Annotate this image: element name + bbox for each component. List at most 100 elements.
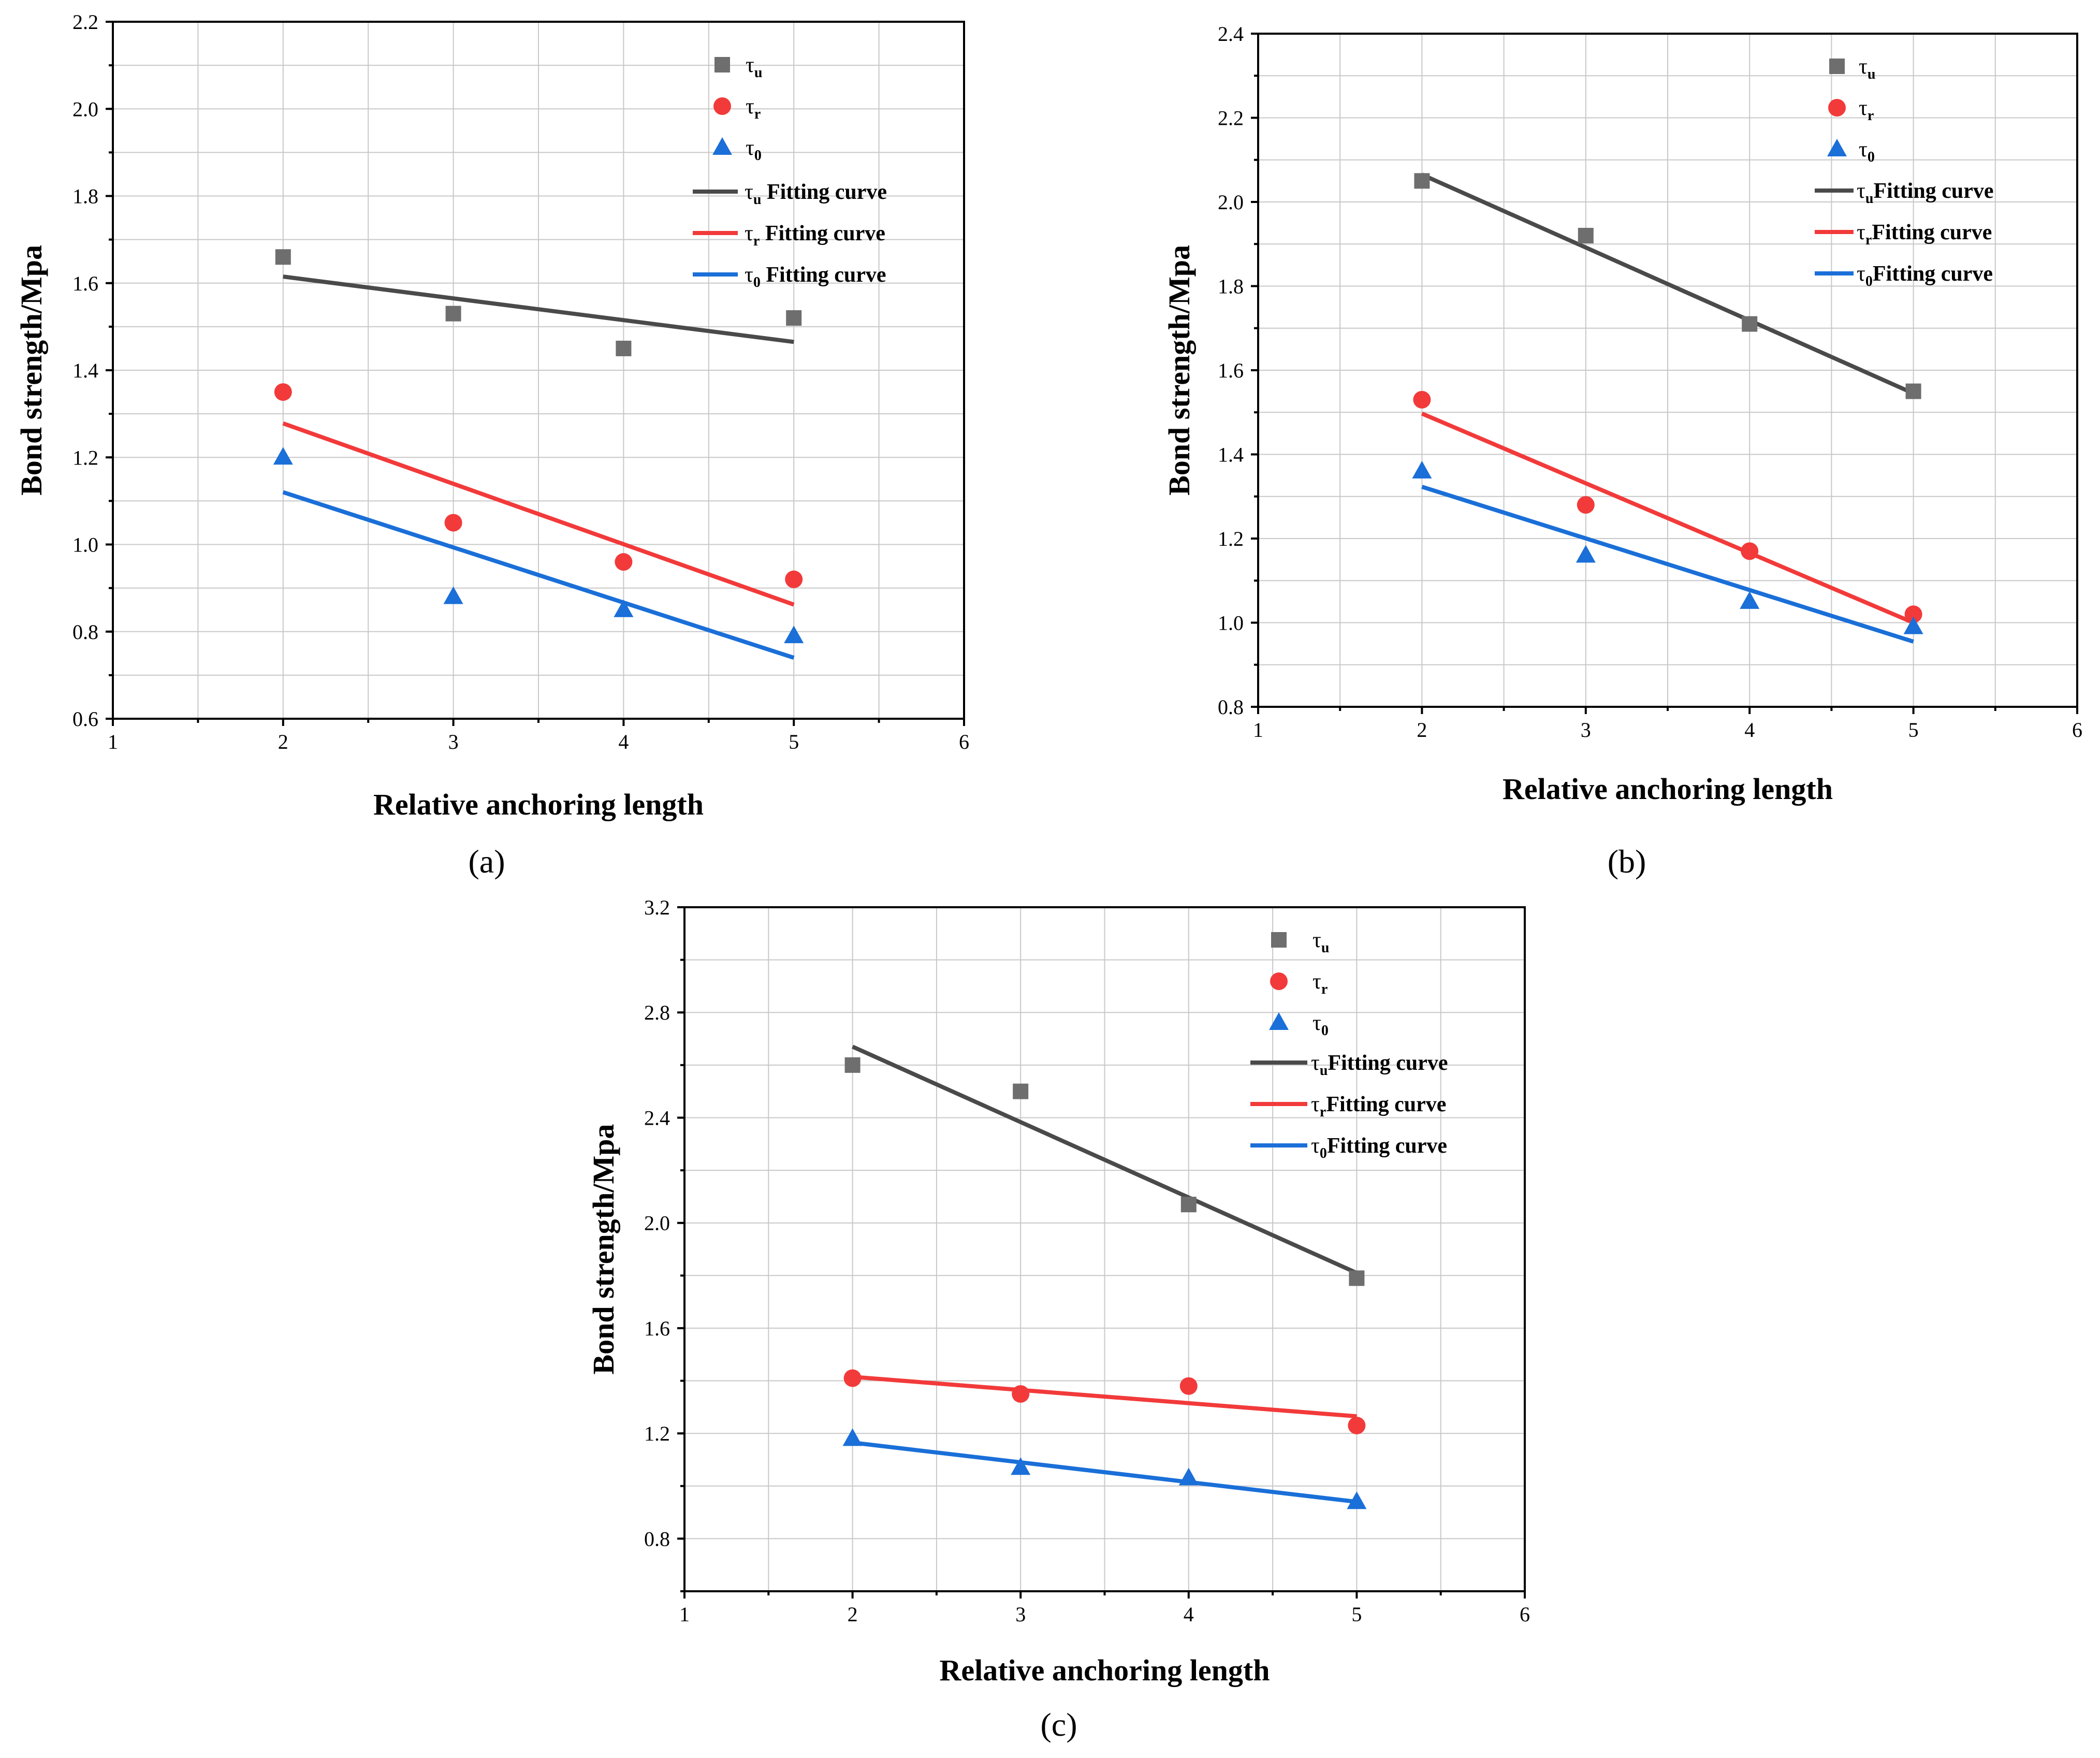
legend-tau: τ: [1857, 179, 1865, 203]
grid-lines: [684, 907, 1525, 1591]
data-point: [274, 383, 292, 401]
legend-tau: τ: [1311, 1051, 1320, 1075]
legend-fit-label-tau-0: τ0Fitting curve: [1311, 1134, 1447, 1161]
y-tick-label: 2.0: [1218, 191, 1244, 214]
legend-subscript: 0: [753, 274, 761, 290]
y-tick-label: 2.0: [72, 97, 98, 121]
legend-label-tau-u: τu: [1859, 55, 1875, 82]
fit-line-tau-0: [282, 490, 795, 660]
chart-panel-b: 1 2 3 4 5 6 0.8 1.0 1.2 1.4 1.6 1.8 2.0 2.2 2.4 Relativ…: [1162, 22, 2082, 880]
series-tau-0: [1412, 461, 1923, 634]
legend-fit-text: Fitting curve: [1326, 1093, 1446, 1116]
legend-subscript: u: [1868, 66, 1876, 82]
x-axis-label: Relative anchoring length: [1503, 772, 1833, 806]
fit-line-tau-u: [851, 1044, 1358, 1275]
legend-tau: τ: [745, 263, 753, 287]
legend-subscript: 0: [754, 148, 762, 164]
data-point: [842, 1428, 863, 1446]
y-tick-label: 2.4: [1218, 22, 1244, 46]
legend-fit-text: Fitting curve: [1873, 262, 1993, 286]
x-tick-label: 2: [278, 730, 288, 753]
grid-lines: [1258, 34, 2077, 707]
data-point: [843, 1369, 862, 1387]
legend-tau: τ: [1859, 138, 1868, 162]
x-tick-label: 4: [1744, 718, 1755, 742]
fit-line-tau-r: [282, 421, 795, 607]
y-tick-label: 1.0: [1218, 612, 1244, 635]
data-point: [1012, 1385, 1030, 1403]
fit-line-tau-r: [1421, 412, 1915, 625]
legend-fit-label-tau-r: τrFitting curve: [1311, 1093, 1446, 1120]
legend-label-tau-r: τr: [1312, 970, 1328, 997]
x-axis-label: Relative anchoring length: [940, 1653, 1270, 1687]
legend-marker-tau-r: [713, 97, 731, 115]
data-point: [784, 626, 804, 644]
y-tick-label: 2.4: [644, 1106, 670, 1129]
legend-subscript: 0: [1320, 1145, 1327, 1161]
panel-caption: (b): [1608, 843, 1646, 880]
series-tau-u: [1414, 173, 1921, 399]
data-point: [1412, 461, 1432, 478]
data-point: [1349, 1270, 1365, 1286]
y-tick-label: 2.2: [1218, 107, 1244, 130]
data-point: [785, 570, 803, 588]
legend-fit-label-tau-0: τ0 Fitting curve: [745, 263, 886, 290]
data-point: [1348, 1416, 1366, 1434]
legend-fit-text: Fitting curve: [1328, 1051, 1448, 1075]
data-point: [1347, 1491, 1367, 1509]
fit-line-tau-r: [852, 1374, 1357, 1419]
x-tick-label: 5: [1908, 718, 1919, 742]
grid-lines: [113, 22, 964, 719]
y-axis-label: Bond strength/Mpa: [1162, 245, 1196, 496]
x-tick-label: 2: [1417, 718, 1427, 742]
data-point: [1904, 605, 1922, 623]
data-point: [443, 586, 463, 604]
data-point: [1903, 616, 1923, 634]
y-tick-label: 1.6: [1218, 359, 1244, 382]
y-tick-label: 1.6: [644, 1317, 670, 1340]
x-tick-label: 5: [789, 730, 799, 753]
data-point: [273, 447, 293, 465]
fit-line-tau-0: [1421, 485, 1914, 644]
data-point: [1180, 1197, 1197, 1213]
y-tick-label: 3.2: [644, 896, 670, 919]
data-point: [1178, 1468, 1199, 1486]
chart-panel-c: 1 2 3 4 5 6 0.8 1.2 1.6 2.0 2.4 2.8 3.2 Relative anch…: [587, 896, 1530, 1743]
data-point: [445, 306, 461, 322]
x-tick-label: 3: [1581, 718, 1591, 742]
x-tick-label: 4: [1184, 1603, 1194, 1626]
legend-fit-text: Fitting curve: [1872, 221, 1992, 244]
legend-marker-tau-0: [1269, 1012, 1289, 1030]
legend-label-tau-0: τ0: [1859, 138, 1875, 165]
x-tick-label: 4: [618, 730, 629, 753]
series-tau-r: [843, 1369, 1366, 1434]
y-tick-label: 1.4: [1218, 443, 1244, 467]
x-tick-label: 6: [959, 730, 969, 753]
y-tick-label: 0.8: [1218, 695, 1244, 719]
series-tau-r: [274, 383, 803, 588]
y-tick-label: 1.6: [72, 272, 98, 295]
data-point: [1741, 542, 1759, 560]
legend-marker-tau-0: [712, 137, 732, 155]
chart-panel-a: 1 2 3 4 5 6 0.6 0.8 1.0 1.2 1.4 1.6 1.8 2.0 2.2 Relativ…: [14, 10, 969, 880]
legend-fit-text: Fitting curve: [760, 222, 885, 245]
y-tick-label: 1.8: [72, 185, 98, 208]
data-point: [1179, 1377, 1198, 1395]
y-tick-label: 1.2: [644, 1422, 670, 1445]
data-point: [1905, 383, 1921, 399]
legend-tau: τ: [746, 95, 754, 119]
legend-label-tau-u: τu: [1312, 928, 1329, 956]
legend-subscript: r: [754, 106, 761, 122]
y-tick-label: 1.8: [1218, 275, 1244, 298]
series-tau-0: [273, 447, 804, 644]
legend-label-tau-r: τr: [746, 95, 761, 122]
legend-subscript: r: [1321, 981, 1328, 997]
legend-tau: τ: [1859, 55, 1868, 79]
legend-tau: τ: [1857, 262, 1865, 286]
legend-label-tau-0: τ0: [1312, 1011, 1329, 1039]
legend-subscript: u: [1320, 1063, 1328, 1079]
legend-subscript: u: [1865, 191, 1874, 207]
y-tick-label: 0.8: [644, 1527, 670, 1550]
